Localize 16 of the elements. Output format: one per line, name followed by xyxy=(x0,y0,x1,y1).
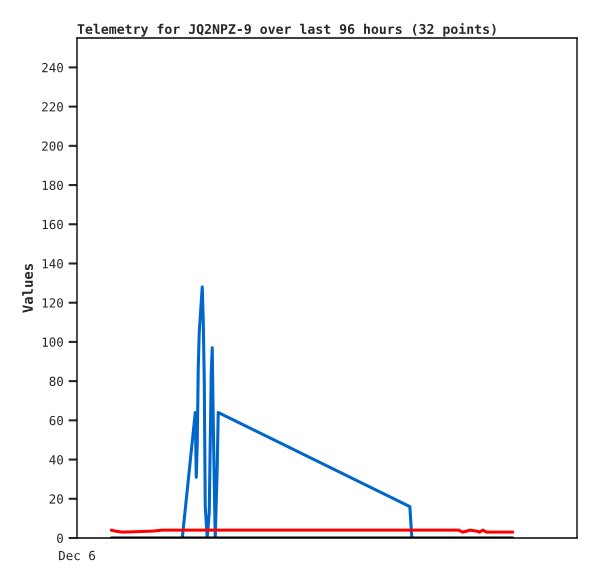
y-tick-label: 40 xyxy=(49,455,63,465)
y-tick-label: 0 xyxy=(57,534,63,543)
y-tick-label: 20 xyxy=(50,494,63,504)
y-tick-label: 60 xyxy=(50,416,63,426)
y-tick-label: 120 xyxy=(42,298,63,308)
y-axis-title: Values xyxy=(22,264,33,313)
y-tick-label: 80 xyxy=(50,376,63,386)
y-tick-label: 200 xyxy=(42,141,63,151)
y-tick-label: 160 xyxy=(42,220,63,230)
y-tick-label: 240 xyxy=(42,62,63,72)
y-tick-label: 100 xyxy=(42,337,63,347)
y-tick-label: 140 xyxy=(42,258,63,268)
chart-title: Telemetry for JQ2NPZ-9 over last 96 hours (32 points) xyxy=(78,23,496,37)
text: Dec 6 xyxy=(59,550,96,560)
y-tick-label: 220 xyxy=(42,102,63,112)
y-tick-label: 180 xyxy=(42,180,63,190)
